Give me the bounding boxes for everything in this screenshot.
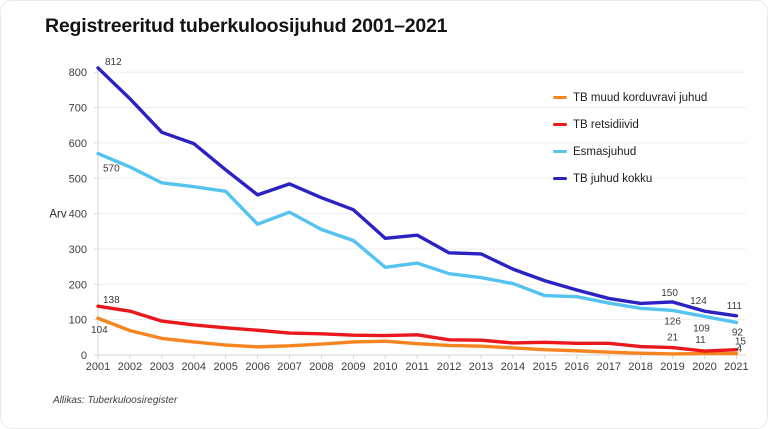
y-axis-title: Arv bbox=[49, 209, 67, 221]
chart-title: Registreeritud tuberkuloosijuhud 2001–20… bbox=[45, 15, 448, 37]
y-axis-tick-label: 300 bbox=[69, 244, 87, 256]
data-label: 92 bbox=[732, 327, 744, 338]
legend-dash-icon bbox=[553, 95, 567, 100]
data-label: 15 bbox=[735, 337, 747, 348]
data-label: 150 bbox=[661, 288, 678, 299]
chart-legend: TB muud korduvravi juhud TB retsidiivid Es… bbox=[553, 84, 707, 192]
legend-label: TB muud korduvravi juhud bbox=[573, 91, 708, 104]
gridlines bbox=[98, 71, 746, 321]
legend-dash-icon bbox=[553, 176, 567, 181]
y-axis-tick-label: 600 bbox=[69, 138, 87, 150]
x-axis-tick-label: 2010 bbox=[373, 361, 397, 373]
x-axis-tick-label: 2011 bbox=[405, 361, 429, 373]
legend-label: TB juhud kokku bbox=[573, 172, 653, 185]
x-axis-tick-label: 2017 bbox=[596, 361, 620, 373]
x-axis-tick-label: 2007 bbox=[277, 361, 301, 373]
data-label: 104 bbox=[91, 325, 108, 336]
y-axis-tick-label: 100 bbox=[69, 315, 87, 327]
data-label: 4 bbox=[737, 344, 743, 355]
x-axis-tick-label: 2014 bbox=[501, 361, 525, 373]
data-label: 21 bbox=[667, 333, 679, 344]
x-axis-tick-label: 2004 bbox=[182, 361, 206, 373]
data-label: 124 bbox=[690, 296, 707, 307]
series-line-kokku bbox=[96, 66, 739, 318]
y-axis-tick-label: 200 bbox=[69, 279, 87, 291]
x-axis-tick-label: 2016 bbox=[565, 361, 589, 373]
x-axis-tick-label: 2003 bbox=[150, 361, 174, 373]
series-line-muud bbox=[96, 316, 739, 356]
legend-item-esmasjuhud: Esmasjuhud bbox=[553, 138, 707, 165]
legend-label: Esmasjuhud bbox=[573, 145, 637, 158]
x-axis-tick-label: 2021 bbox=[724, 361, 748, 373]
y-axis-tick-label: 0 bbox=[81, 350, 87, 362]
y-axis-tick-label: 400 bbox=[69, 209, 87, 221]
y-axis-tick-label: 700 bbox=[69, 103, 87, 115]
legend-dash-icon bbox=[553, 149, 567, 154]
data-label: 109 bbox=[693, 323, 710, 334]
series-line-esmasjuhud bbox=[96, 151, 739, 325]
x-axis-tick-label: 2018 bbox=[628, 361, 652, 373]
x-axis-tick-label: 2009 bbox=[341, 361, 365, 373]
x-axis-tick-label: 2019 bbox=[660, 361, 684, 373]
data-label: 812 bbox=[105, 57, 122, 68]
legend-item-kokku: TB juhud kokku bbox=[553, 165, 707, 192]
source-note: Allikas: Tuberkuloosiregister bbox=[53, 395, 178, 406]
x-axis-tick-label: 2005 bbox=[213, 361, 237, 373]
data-label: 570 bbox=[103, 164, 120, 175]
x-axis-tick-label: 2013 bbox=[469, 361, 493, 373]
x-axis-tick-label: 2001 bbox=[86, 361, 110, 373]
legend-dash-icon bbox=[553, 122, 567, 127]
x-axis-tick-label: 2002 bbox=[118, 361, 142, 373]
x-axis-tick-label: 2020 bbox=[692, 361, 716, 373]
legend-item-retsidiivid: TB retsidiivid bbox=[553, 111, 707, 138]
data-labels: 812 570 138 104 150 124 111 126 109 92 21 11 154 bbox=[91, 57, 746, 355]
x-axis-tick-label: 2006 bbox=[245, 361, 269, 373]
legend-label: TB retsidiivid bbox=[573, 118, 639, 131]
x-axis-tick-label: 2012 bbox=[437, 361, 461, 373]
axis-ticks: 0 100 200 300 400 500 600 700 800 2001 2002 2003 200… bbox=[69, 67, 749, 373]
y-axis-tick-label: 800 bbox=[69, 67, 87, 79]
legend-item-muud: TB muud korduvravi juhud bbox=[553, 84, 707, 111]
x-axis-tick-label: 2008 bbox=[309, 361, 333, 373]
data-label: 126 bbox=[664, 316, 681, 327]
y-axis-tick-label: 500 bbox=[69, 173, 87, 185]
series-line-retsidiivid bbox=[96, 304, 739, 353]
data-label: 11 bbox=[695, 335, 706, 346]
data-label: 138 bbox=[103, 295, 120, 306]
x-axis-tick-label: 2015 bbox=[533, 361, 557, 373]
data-label: 111 bbox=[727, 301, 743, 312]
